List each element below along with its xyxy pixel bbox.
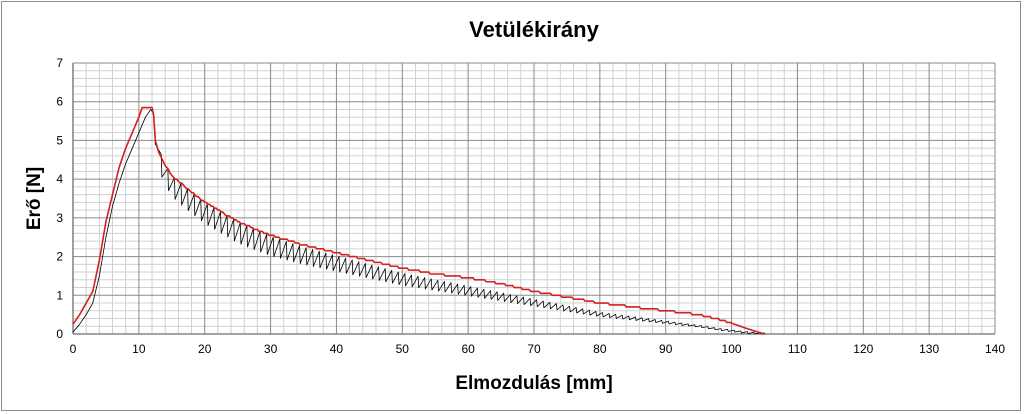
series-lines <box>72 106 765 335</box>
x-tick-label: 130 <box>919 342 939 356</box>
x-tick-label: 120 <box>853 342 873 356</box>
x-tick-label: 100 <box>722 342 742 356</box>
y-tick-label: 7 <box>56 56 63 70</box>
x-tick-label: 140 <box>985 342 1005 356</box>
x-tick-label: 30 <box>264 342 278 356</box>
chart-title: Vetülékirány <box>469 17 599 42</box>
y-tick-label: 2 <box>56 250 63 264</box>
ticks: 0 10 20 30 40 50 60 70 80 90 100 110 120 130 140 0 1 2 3 4 5… <box>56 56 1005 356</box>
x-tick-label: 110 <box>788 342 807 356</box>
grid <box>72 62 996 335</box>
x-tick-label: 70 <box>527 342 541 356</box>
series-line-black-sawtooth <box>72 109 765 335</box>
y-tick-label: 5 <box>56 133 63 147</box>
y-tick-label: 1 <box>56 288 63 302</box>
x-tick-label: 90 <box>659 342 673 356</box>
y-tick-label: 4 <box>56 172 63 186</box>
x-tick-label: 60 <box>461 342 475 356</box>
y-tick-label: 6 <box>56 95 63 109</box>
x-tick-label: 80 <box>593 342 607 356</box>
x-tick-label: 0 <box>70 342 77 356</box>
y-tick-label: 0 <box>56 327 63 341</box>
x-axis-title: Elmozdulás [mm] <box>455 373 612 394</box>
series-line-red-envelope <box>72 106 765 335</box>
x-tick-label: 40 <box>330 342 344 356</box>
x-tick-label: 20 <box>198 342 212 356</box>
y-tick-label: 3 <box>56 211 63 225</box>
x-tick-label: 50 <box>396 342 410 356</box>
x-tick-label: 10 <box>132 342 146 356</box>
y-axis-title: Erő [N] <box>24 167 45 230</box>
